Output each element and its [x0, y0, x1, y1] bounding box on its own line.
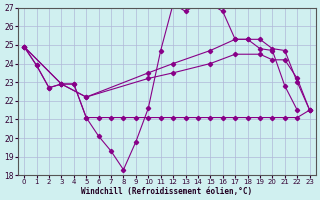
X-axis label: Windchill (Refroidissement éolien,°C): Windchill (Refroidissement éolien,°C): [81, 187, 252, 196]
